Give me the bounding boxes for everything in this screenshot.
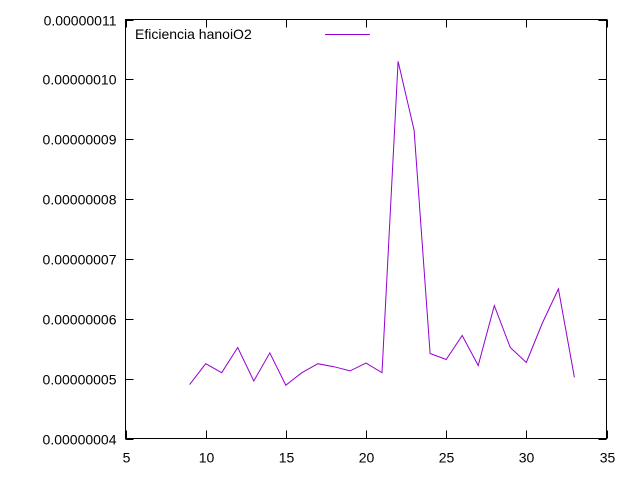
- legend: Eficiencia hanoiO2: [135, 26, 370, 42]
- x-tick-label: 35: [600, 450, 616, 466]
- x-tick-label: 30: [519, 450, 535, 466]
- y-tick-label: 0.00000008: [43, 192, 117, 208]
- y-tick-label: 0.00000011: [44, 13, 117, 29]
- y-tick-label: 0.00000005: [43, 372, 117, 388]
- y-tick-label: 0.00000007: [43, 252, 117, 268]
- y-axis: 0.00000004 0.00000005 0.00000006 0.00000007…: [43, 13, 607, 448]
- series-line: [189, 61, 575, 386]
- y-tick-label: 0.00000004: [43, 432, 117, 448]
- x-tick-label: 20: [359, 450, 375, 466]
- y-tick-label: 0.00000010: [43, 72, 117, 88]
- plot-area-frame: [125, 19, 607, 439]
- y-tick-label: 0.00000006: [43, 312, 117, 328]
- x-tick-label: 25: [439, 450, 455, 466]
- series-layer: [189, 61, 575, 386]
- x-axis: 5 10 15 20 25 30 35: [123, 19, 616, 466]
- x-tick-label: 5: [123, 450, 131, 466]
- x-tick-label: 15: [279, 450, 295, 466]
- x-tick-label: 10: [199, 450, 215, 466]
- legend-label: Eficiencia hanoiO2: [135, 26, 252, 42]
- y-tick-label: 0.00000009: [43, 132, 117, 148]
